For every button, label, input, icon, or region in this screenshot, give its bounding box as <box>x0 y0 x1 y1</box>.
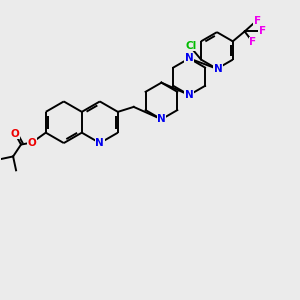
Text: F: F <box>249 37 256 47</box>
Text: F: F <box>254 16 261 26</box>
Text: O: O <box>28 138 36 148</box>
Text: N: N <box>185 90 194 100</box>
Text: F: F <box>259 26 266 36</box>
Text: N: N <box>95 138 104 148</box>
Text: N: N <box>214 64 222 74</box>
Text: O: O <box>11 129 20 139</box>
Text: N: N <box>157 114 166 124</box>
Text: N: N <box>185 53 194 63</box>
Text: Cl: Cl <box>185 41 197 51</box>
